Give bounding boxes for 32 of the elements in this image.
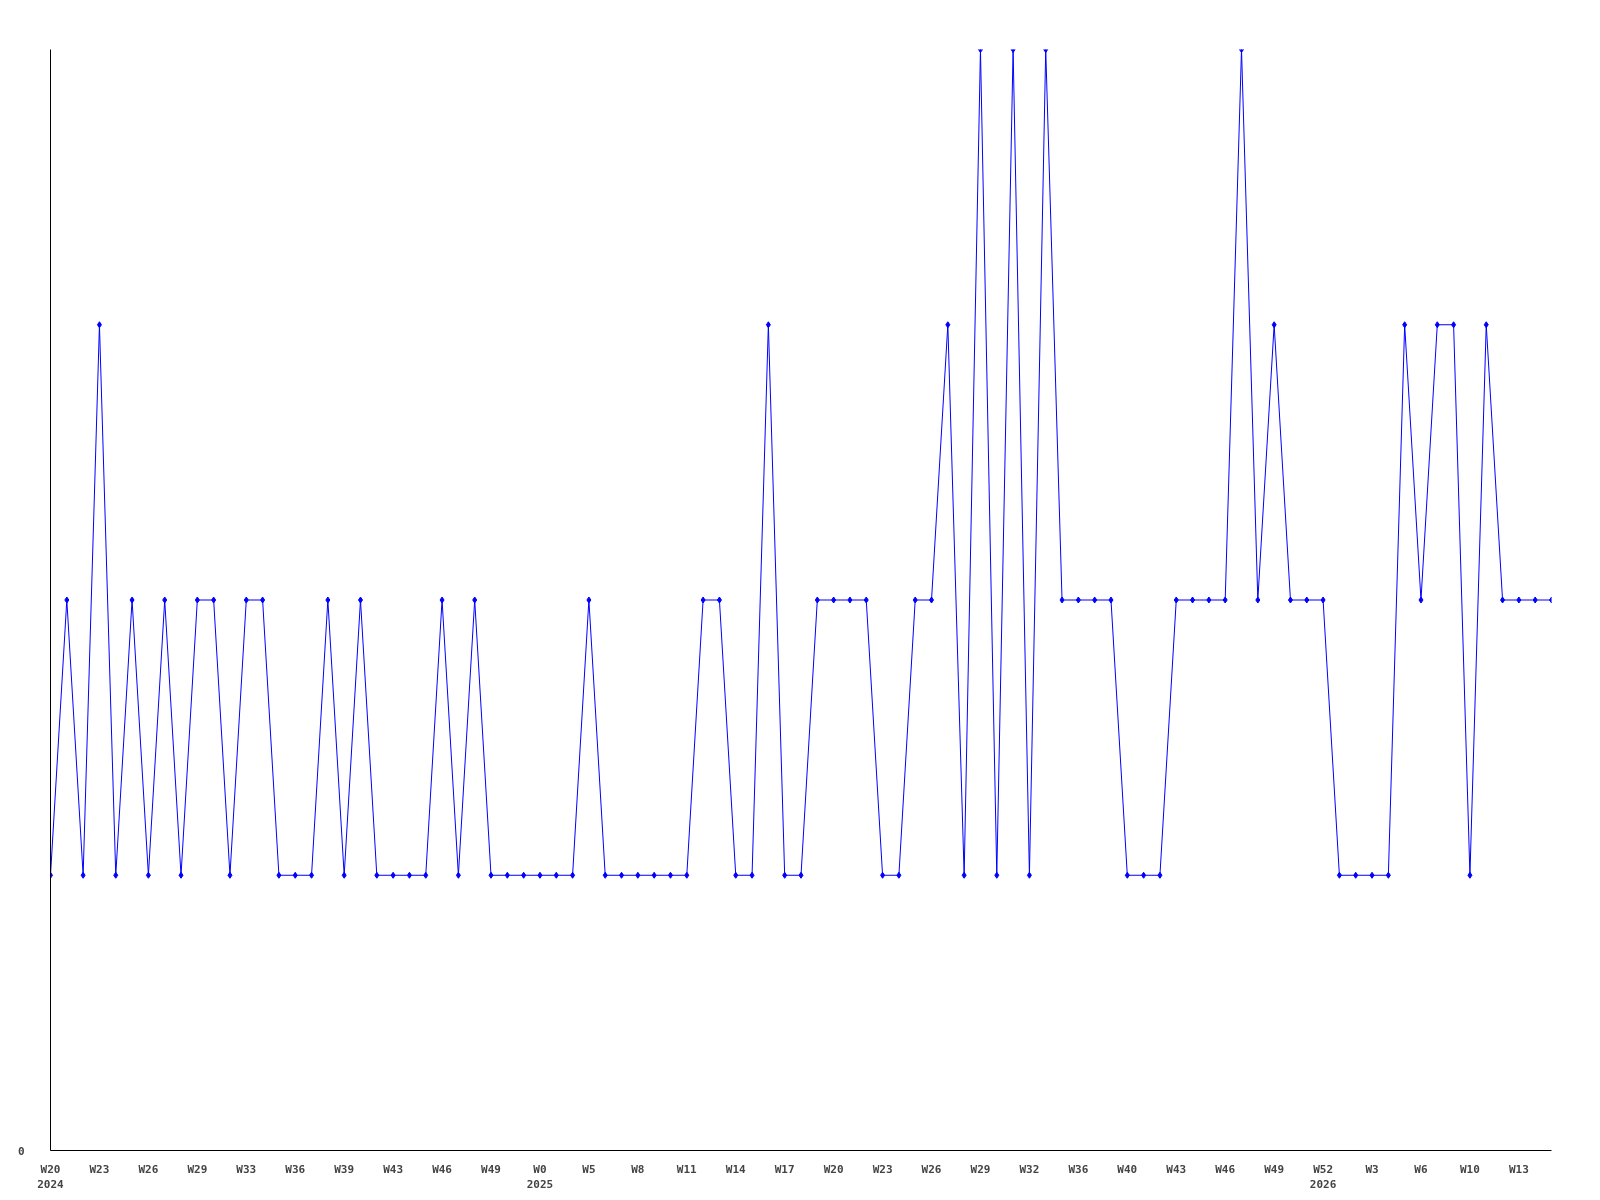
x-tick-label: W20 2024 bbox=[37, 1162, 65, 1192]
x-tick-label: W20 bbox=[823, 1162, 844, 1176]
text: 0 bbox=[17, 1144, 25, 1158]
x-tick-label: W40 bbox=[1117, 1162, 1138, 1176]
x-tick-label: W49 bbox=[481, 1162, 501, 1176]
x-tick-label: W23 bbox=[872, 1162, 893, 1176]
x-tick-label: W6 bbox=[1414, 1162, 1428, 1176]
x-tick-label: W11 bbox=[676, 1162, 698, 1176]
x-tick-label: W26 bbox=[138, 1162, 159, 1176]
x-tick-label: W43 bbox=[383, 1162, 404, 1176]
x-tick-label: W29 bbox=[970, 1162, 991, 1176]
x-tick-label: W36 bbox=[285, 1162, 306, 1176]
x-tick-label: W26 bbox=[921, 1162, 942, 1176]
x-tick-label: W17 bbox=[774, 1162, 795, 1176]
x-tick-label: W46 bbox=[1215, 1162, 1236, 1176]
x-tick-label: W49 bbox=[1264, 1162, 1285, 1176]
x-tick-label: W39 bbox=[334, 1162, 355, 1176]
x-tick-label: W3 bbox=[1365, 1162, 1379, 1176]
x-tick-label: W0 2025 bbox=[526, 1162, 554, 1192]
x-tick-label: W29 bbox=[187, 1162, 208, 1176]
x-tick-label: W46 bbox=[432, 1162, 453, 1176]
x-tick-label: W32 bbox=[1019, 1162, 1040, 1176]
x-tick-label: W5 bbox=[582, 1162, 596, 1176]
x-tick-label: W8 bbox=[631, 1162, 645, 1176]
x-tick-label: W43 bbox=[1166, 1162, 1187, 1176]
x-tick-label: W52 2026 bbox=[1309, 1162, 1337, 1192]
x-tick-label: W36 bbox=[1068, 1162, 1089, 1176]
x-tick-label: W23 bbox=[89, 1162, 110, 1176]
x-tick-label: W14 bbox=[725, 1162, 747, 1176]
x-tick-label: W10 bbox=[1459, 1162, 1480, 1176]
x-tick-label: W33 bbox=[236, 1162, 257, 1176]
x-tick-label: W13 bbox=[1508, 1162, 1529, 1176]
